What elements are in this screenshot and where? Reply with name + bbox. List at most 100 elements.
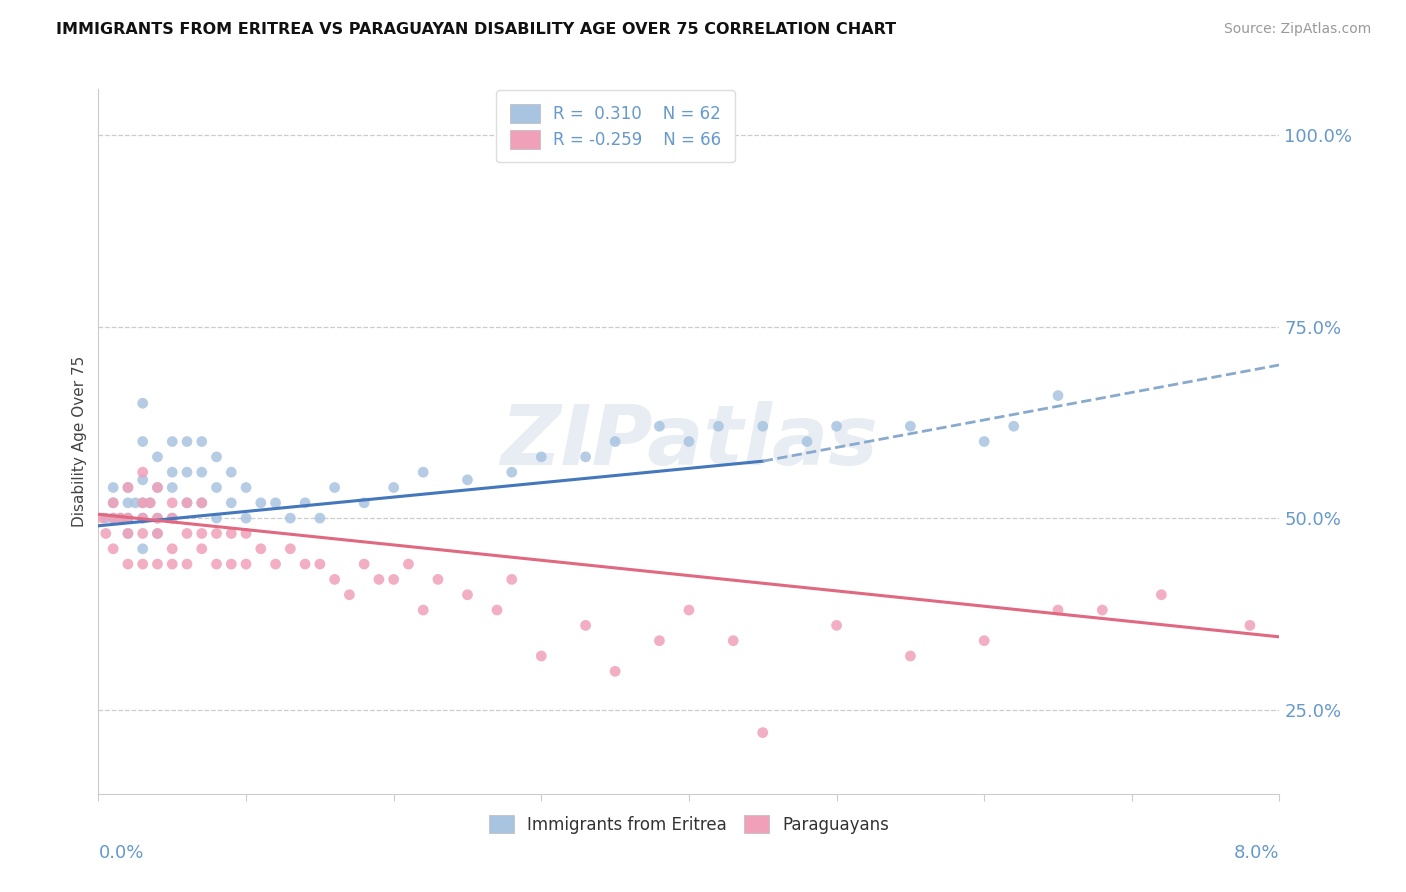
Point [457, 588, 479, 602]
Point [191, 496, 214, 510]
Point [176, 465, 198, 479]
Point [398, 557, 420, 571]
Point [825, 419, 848, 434]
Point [648, 633, 671, 648]
Point [103, 481, 125, 495]
Point [91, 511, 114, 525]
Point [221, 496, 243, 510]
Point [1046, 603, 1070, 617]
Text: 8.0%: 8.0% [1234, 844, 1279, 862]
Point [605, 665, 627, 679]
Point [117, 511, 139, 525]
Point [191, 465, 214, 479]
Point [221, 557, 243, 571]
Point [280, 511, 302, 525]
Point [825, 618, 848, 632]
Point [146, 511, 169, 525]
Point [309, 511, 332, 525]
Point [176, 526, 198, 541]
Point [162, 434, 183, 449]
Point [117, 526, 139, 541]
Point [103, 511, 125, 525]
Point [162, 511, 183, 525]
Point [132, 541, 155, 556]
Point [796, 434, 818, 449]
Point [176, 557, 198, 571]
Point [1091, 603, 1114, 617]
Point [205, 557, 228, 571]
Point [427, 573, 450, 587]
Point [973, 434, 995, 449]
Point [132, 496, 155, 510]
Point [162, 465, 183, 479]
Point [221, 526, 243, 541]
Point [117, 526, 139, 541]
Point [103, 496, 125, 510]
Point [117, 557, 139, 571]
Point [1002, 419, 1025, 434]
Point [294, 496, 316, 510]
Point [94, 511, 117, 525]
Point [146, 557, 169, 571]
Point [132, 473, 155, 487]
Point [176, 496, 198, 510]
Point [412, 603, 434, 617]
Point [900, 419, 922, 434]
Point [176, 496, 198, 510]
Point [250, 541, 273, 556]
Point [117, 481, 139, 495]
Point [117, 481, 139, 495]
Point [191, 434, 214, 449]
Y-axis label: Disability Age Over 75: Disability Age Over 75 [72, 356, 87, 527]
Point [103, 541, 125, 556]
Point [648, 419, 671, 434]
Point [368, 573, 391, 587]
Text: Source: ZipAtlas.com: Source: ZipAtlas.com [1223, 22, 1371, 37]
Point [1046, 388, 1070, 402]
Point [1239, 618, 1261, 632]
Point [103, 496, 125, 510]
Point [110, 511, 132, 525]
Point [280, 541, 302, 556]
Point [132, 511, 155, 525]
Point [264, 557, 287, 571]
Point [353, 557, 375, 571]
Point [191, 496, 214, 510]
Point [146, 511, 169, 525]
Text: IMMIGRANTS FROM ERITREA VS PARAGUAYAN DISABILITY AGE OVER 75 CORRELATION CHART: IMMIGRANTS FROM ERITREA VS PARAGUAYAN DI… [56, 22, 897, 37]
Point [235, 481, 257, 495]
Text: ZIPatlas: ZIPatlas [501, 401, 877, 482]
Point [205, 526, 228, 541]
Point [132, 511, 155, 525]
Point [235, 526, 257, 541]
Point [486, 603, 509, 617]
Point [139, 496, 162, 510]
Point [146, 481, 169, 495]
Point [132, 496, 155, 510]
Point [900, 648, 922, 663]
Point [1150, 588, 1173, 602]
Point [132, 396, 155, 410]
Point [191, 526, 214, 541]
Point [176, 434, 198, 449]
Point [191, 541, 214, 556]
Point [678, 603, 700, 617]
Point [323, 573, 346, 587]
Point [110, 511, 132, 525]
Point [221, 465, 243, 479]
Point [162, 541, 183, 556]
Point [117, 511, 139, 525]
Point [103, 511, 125, 525]
Point [752, 725, 775, 739]
Point [501, 465, 523, 479]
Text: 0.0%: 0.0% [98, 844, 143, 862]
Point [250, 496, 273, 510]
Point [457, 473, 479, 487]
Point [382, 481, 405, 495]
Point [139, 496, 162, 510]
Point [235, 557, 257, 571]
Point [412, 465, 434, 479]
Point [323, 481, 346, 495]
Point [501, 573, 523, 587]
Point [339, 588, 361, 602]
